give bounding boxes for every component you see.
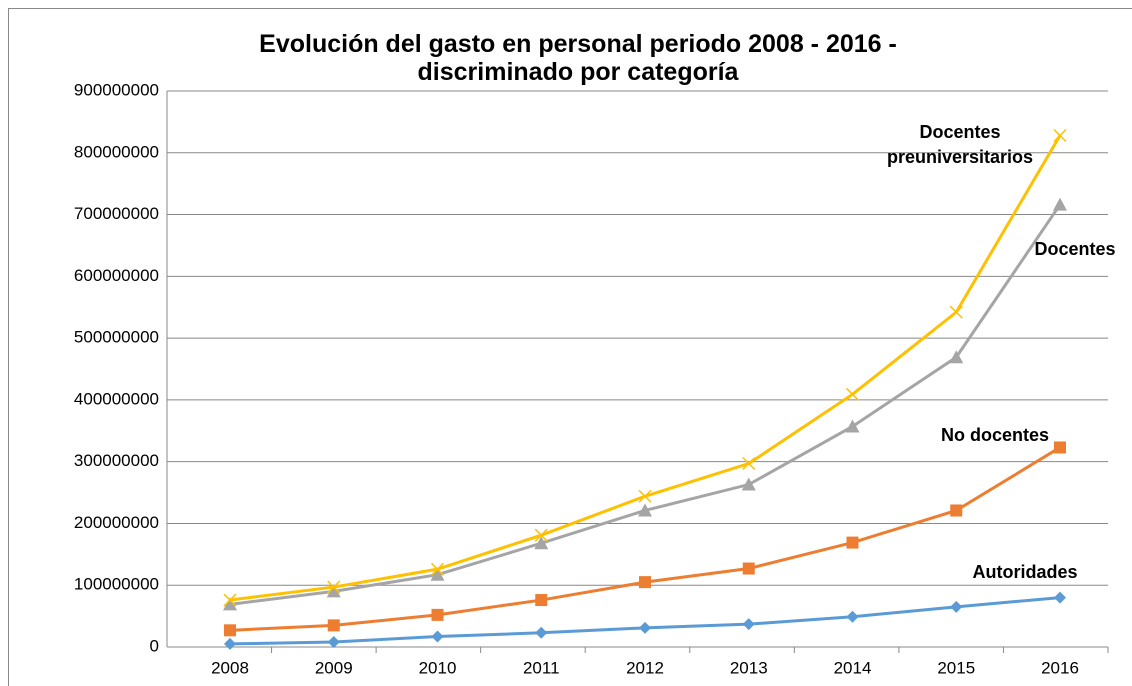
marker bbox=[846, 536, 859, 549]
y-tick-label: 700000000 bbox=[74, 204, 159, 223]
marker bbox=[1054, 591, 1066, 604]
marker bbox=[535, 594, 548, 607]
marker bbox=[224, 637, 236, 650]
marker bbox=[224, 624, 236, 637]
marker bbox=[534, 536, 549, 550]
marker bbox=[742, 456, 756, 471]
marker bbox=[430, 567, 445, 581]
x-tick-label: 2015 bbox=[937, 658, 975, 677]
marker bbox=[327, 580, 341, 594]
series-label: Docentes preuniversitarios bbox=[886, 122, 1034, 167]
series-line bbox=[229, 134, 1062, 602]
series-line bbox=[229, 596, 1061, 646]
chart-border bbox=[8, 8, 1132, 686]
y-tick-label: 0 bbox=[150, 636, 159, 655]
marker bbox=[1053, 197, 1067, 211]
marker bbox=[638, 503, 652, 517]
y-tick-label: 500000000 bbox=[74, 328, 159, 347]
marker bbox=[638, 489, 652, 503]
marker bbox=[327, 619, 340, 632]
marker bbox=[639, 621, 651, 634]
x-tick-label: 2009 bbox=[315, 658, 353, 677]
series-line bbox=[229, 446, 1061, 632]
y-tick-label: 200000000 bbox=[74, 513, 159, 532]
y-tick-label: 800000000 bbox=[74, 142, 159, 161]
series-label: Autoridades bbox=[972, 562, 1078, 582]
series-line bbox=[229, 203, 1062, 606]
marker bbox=[327, 636, 340, 649]
marker bbox=[223, 597, 237, 611]
x-tick-label: 2014 bbox=[834, 658, 872, 677]
marker bbox=[741, 477, 756, 491]
marker bbox=[949, 350, 964, 364]
marker bbox=[950, 504, 963, 517]
marker bbox=[845, 387, 860, 401]
marker bbox=[430, 562, 445, 576]
x-tick-label: 2010 bbox=[419, 658, 457, 677]
x-tick-label: 2012 bbox=[626, 658, 664, 677]
marker bbox=[639, 576, 651, 589]
x-tick-label: 2016 bbox=[1041, 658, 1079, 677]
series-label: Docentes bbox=[1034, 239, 1116, 259]
marker bbox=[326, 584, 341, 598]
chart-title: Evolución del gasto en personal periodo … bbox=[259, 30, 897, 86]
marker bbox=[431, 608, 444, 621]
y-tick-label: 900000000 bbox=[74, 80, 159, 99]
marker bbox=[1054, 441, 1066, 454]
x-tick-label: 2011 bbox=[523, 658, 560, 677]
y-tick-label: 600000000 bbox=[74, 266, 159, 285]
x-tick-label: 2013 bbox=[730, 658, 768, 677]
marker bbox=[223, 593, 237, 607]
marker bbox=[949, 305, 963, 319]
y-tick-label: 100000000 bbox=[74, 575, 159, 594]
marker bbox=[742, 618, 755, 631]
marker bbox=[534, 528, 548, 542]
marker bbox=[846, 610, 859, 623]
series-label: No docentes bbox=[940, 425, 1050, 445]
marker bbox=[431, 630, 444, 643]
marker bbox=[845, 419, 860, 433]
marker bbox=[535, 626, 548, 639]
marker bbox=[742, 562, 755, 575]
y-tick-label: 300000000 bbox=[74, 451, 159, 470]
marker bbox=[950, 600, 963, 613]
marker bbox=[1053, 128, 1067, 143]
y-tick-label: 400000000 bbox=[74, 389, 159, 408]
x-tick-label: 2008 bbox=[211, 658, 249, 677]
